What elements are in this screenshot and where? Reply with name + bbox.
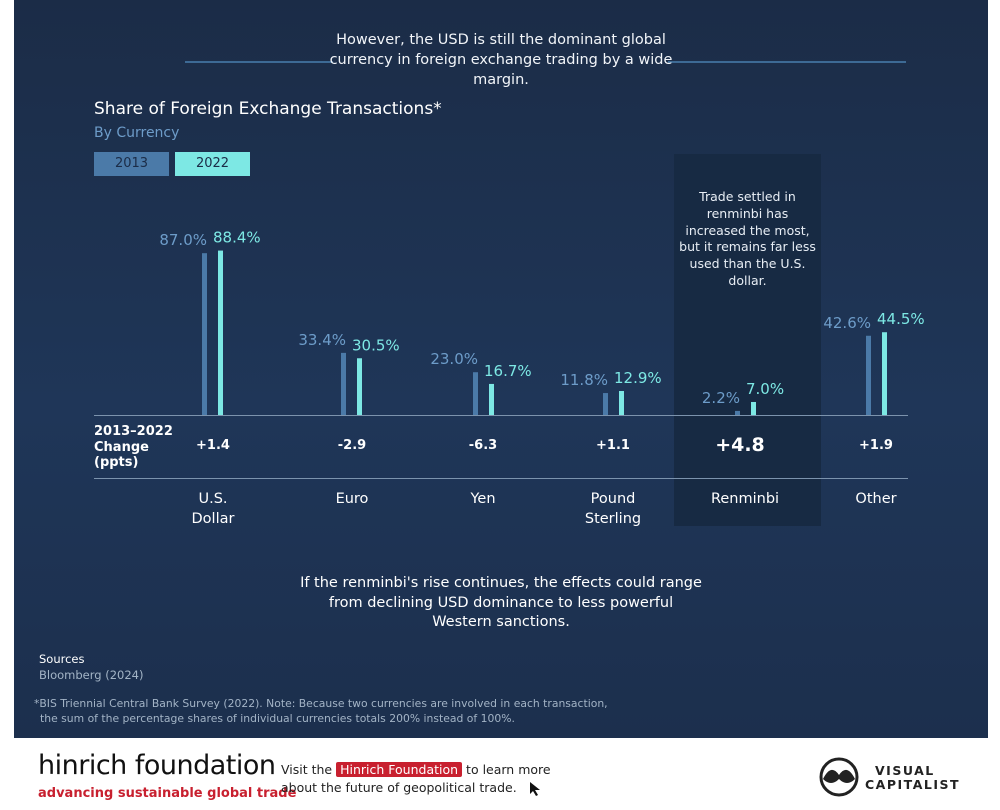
category-pound: Pound Sterling xyxy=(558,489,668,529)
change-row-label: 2013–2022 Change (ppts) xyxy=(94,424,173,471)
change-usd: +1.4 xyxy=(196,438,230,453)
legend-2013: 2013 xyxy=(94,152,169,176)
change-yen: -6.3 xyxy=(468,438,498,453)
visual-capitalist-logo-text[interactable]: VISUAL CAPITALIST xyxy=(865,764,960,792)
label-pound-2022: 12.9% xyxy=(614,369,662,387)
change-label-line2: Change xyxy=(94,439,149,455)
change-label-line3: (ppts) xyxy=(94,455,139,470)
label-usd-2022: 88.4% xyxy=(213,229,261,247)
category-yen-line1: Yen xyxy=(470,491,496,507)
label-euro-2022: 30.5% xyxy=(352,336,400,354)
change-label-line1: 2013–2022 xyxy=(94,424,173,439)
footnote: *BIS Triennial Central Bank Survey (2022… xyxy=(34,696,654,726)
bar-yen-2013 xyxy=(473,372,478,415)
visit-pre: Visit the xyxy=(281,762,333,777)
change-euro: -2.9 xyxy=(337,438,367,453)
vc-line1: VISUAL xyxy=(875,763,935,778)
label-other-2013: 42.6% xyxy=(823,314,871,332)
change-separator xyxy=(94,478,908,479)
footer-visit-text: Visit the Hinrich Foundation to learn mo… xyxy=(281,761,551,797)
category-euro: Euro xyxy=(297,489,407,509)
hinrich-logo[interactable]: hinrich foundation xyxy=(38,750,276,781)
sources-label: Sources xyxy=(39,652,85,666)
sources-value: Bloomberg (2024) xyxy=(39,668,144,682)
label-renminbi-2022: 7.0% xyxy=(746,380,784,398)
visit-line2: about the future of geopolitical trade. xyxy=(281,780,517,795)
bar-renminbi-2013 xyxy=(735,410,740,415)
visual-capitalist-logo-icon xyxy=(819,757,859,797)
renminbi-callout: Trade settled in renminbi has increased … xyxy=(679,189,816,288)
category-renminbi: Renminbi xyxy=(690,489,800,509)
category-usd: U.S. Dollar xyxy=(158,489,268,529)
category-renminbi-line1: Renminbi xyxy=(710,491,780,507)
legend-2022: 2022 xyxy=(175,152,250,176)
category-other: Other xyxy=(821,489,931,509)
bar-usd-2013 xyxy=(202,253,207,415)
bar-renminbi-2022 xyxy=(751,401,756,415)
cursor-icon xyxy=(529,781,540,796)
category-usd-line1: U.S. xyxy=(198,491,228,507)
footnote-line2: the sum of the percentage shares of indi… xyxy=(40,712,515,725)
category-pound-line1: Pound xyxy=(590,491,636,507)
hinrich-link[interactable]: Hinrich Foundation xyxy=(336,762,463,777)
intro-text: However, the USD is still the dominant g… xyxy=(329,32,673,88)
visit-post: to learn more xyxy=(466,762,551,777)
intro-rule-right xyxy=(668,61,906,63)
label-pound-2013: 11.8% xyxy=(560,371,608,389)
chart-title: Share of Foreign Exchange Transactions* xyxy=(94,99,442,119)
bar-euro-2022 xyxy=(357,358,362,415)
label-yen-2022: 16.7% xyxy=(484,362,532,380)
category-usd-line2: Dollar xyxy=(191,511,235,527)
infographic-panel xyxy=(14,0,988,738)
intro-rule-left xyxy=(185,61,333,63)
bar-yen-2022 xyxy=(489,383,494,415)
bar-pound-2013 xyxy=(603,393,608,415)
label-yen-2013: 23.0% xyxy=(430,350,478,368)
category-yen: Yen xyxy=(428,489,538,509)
change-renminbi: +4.8 xyxy=(715,434,765,456)
bar-other-2022 xyxy=(882,332,887,415)
renminbi-highlight xyxy=(674,154,821,526)
vc-line2: CAPITALIST xyxy=(865,777,961,792)
hinrich-tagline: advancing sustainable global trade xyxy=(38,786,297,801)
bar-euro-2013 xyxy=(341,352,346,415)
category-euro-line1: Euro xyxy=(335,491,369,507)
change-other: +1.9 xyxy=(859,438,893,453)
bar-usd-2022 xyxy=(218,250,223,415)
label-other-2022: 44.5% xyxy=(877,310,925,328)
label-euro-2013: 33.4% xyxy=(298,331,346,349)
change-pound: +1.1 xyxy=(596,438,630,453)
label-usd-2013: 87.0% xyxy=(159,231,207,249)
chart-subtitle: By Currency xyxy=(94,125,180,141)
bar-other-2013 xyxy=(866,335,871,415)
outro-text: If the renminbi's rise continues, the ef… xyxy=(300,575,702,630)
category-other-line1: Other xyxy=(855,491,897,507)
label-renminbi-2013: 2.2% xyxy=(702,389,740,407)
footnote-line1: *BIS Triennial Central Bank Survey (2022… xyxy=(34,697,608,710)
category-pound-line2: Sterling xyxy=(584,511,642,527)
bar-pound-2022 xyxy=(619,391,624,415)
